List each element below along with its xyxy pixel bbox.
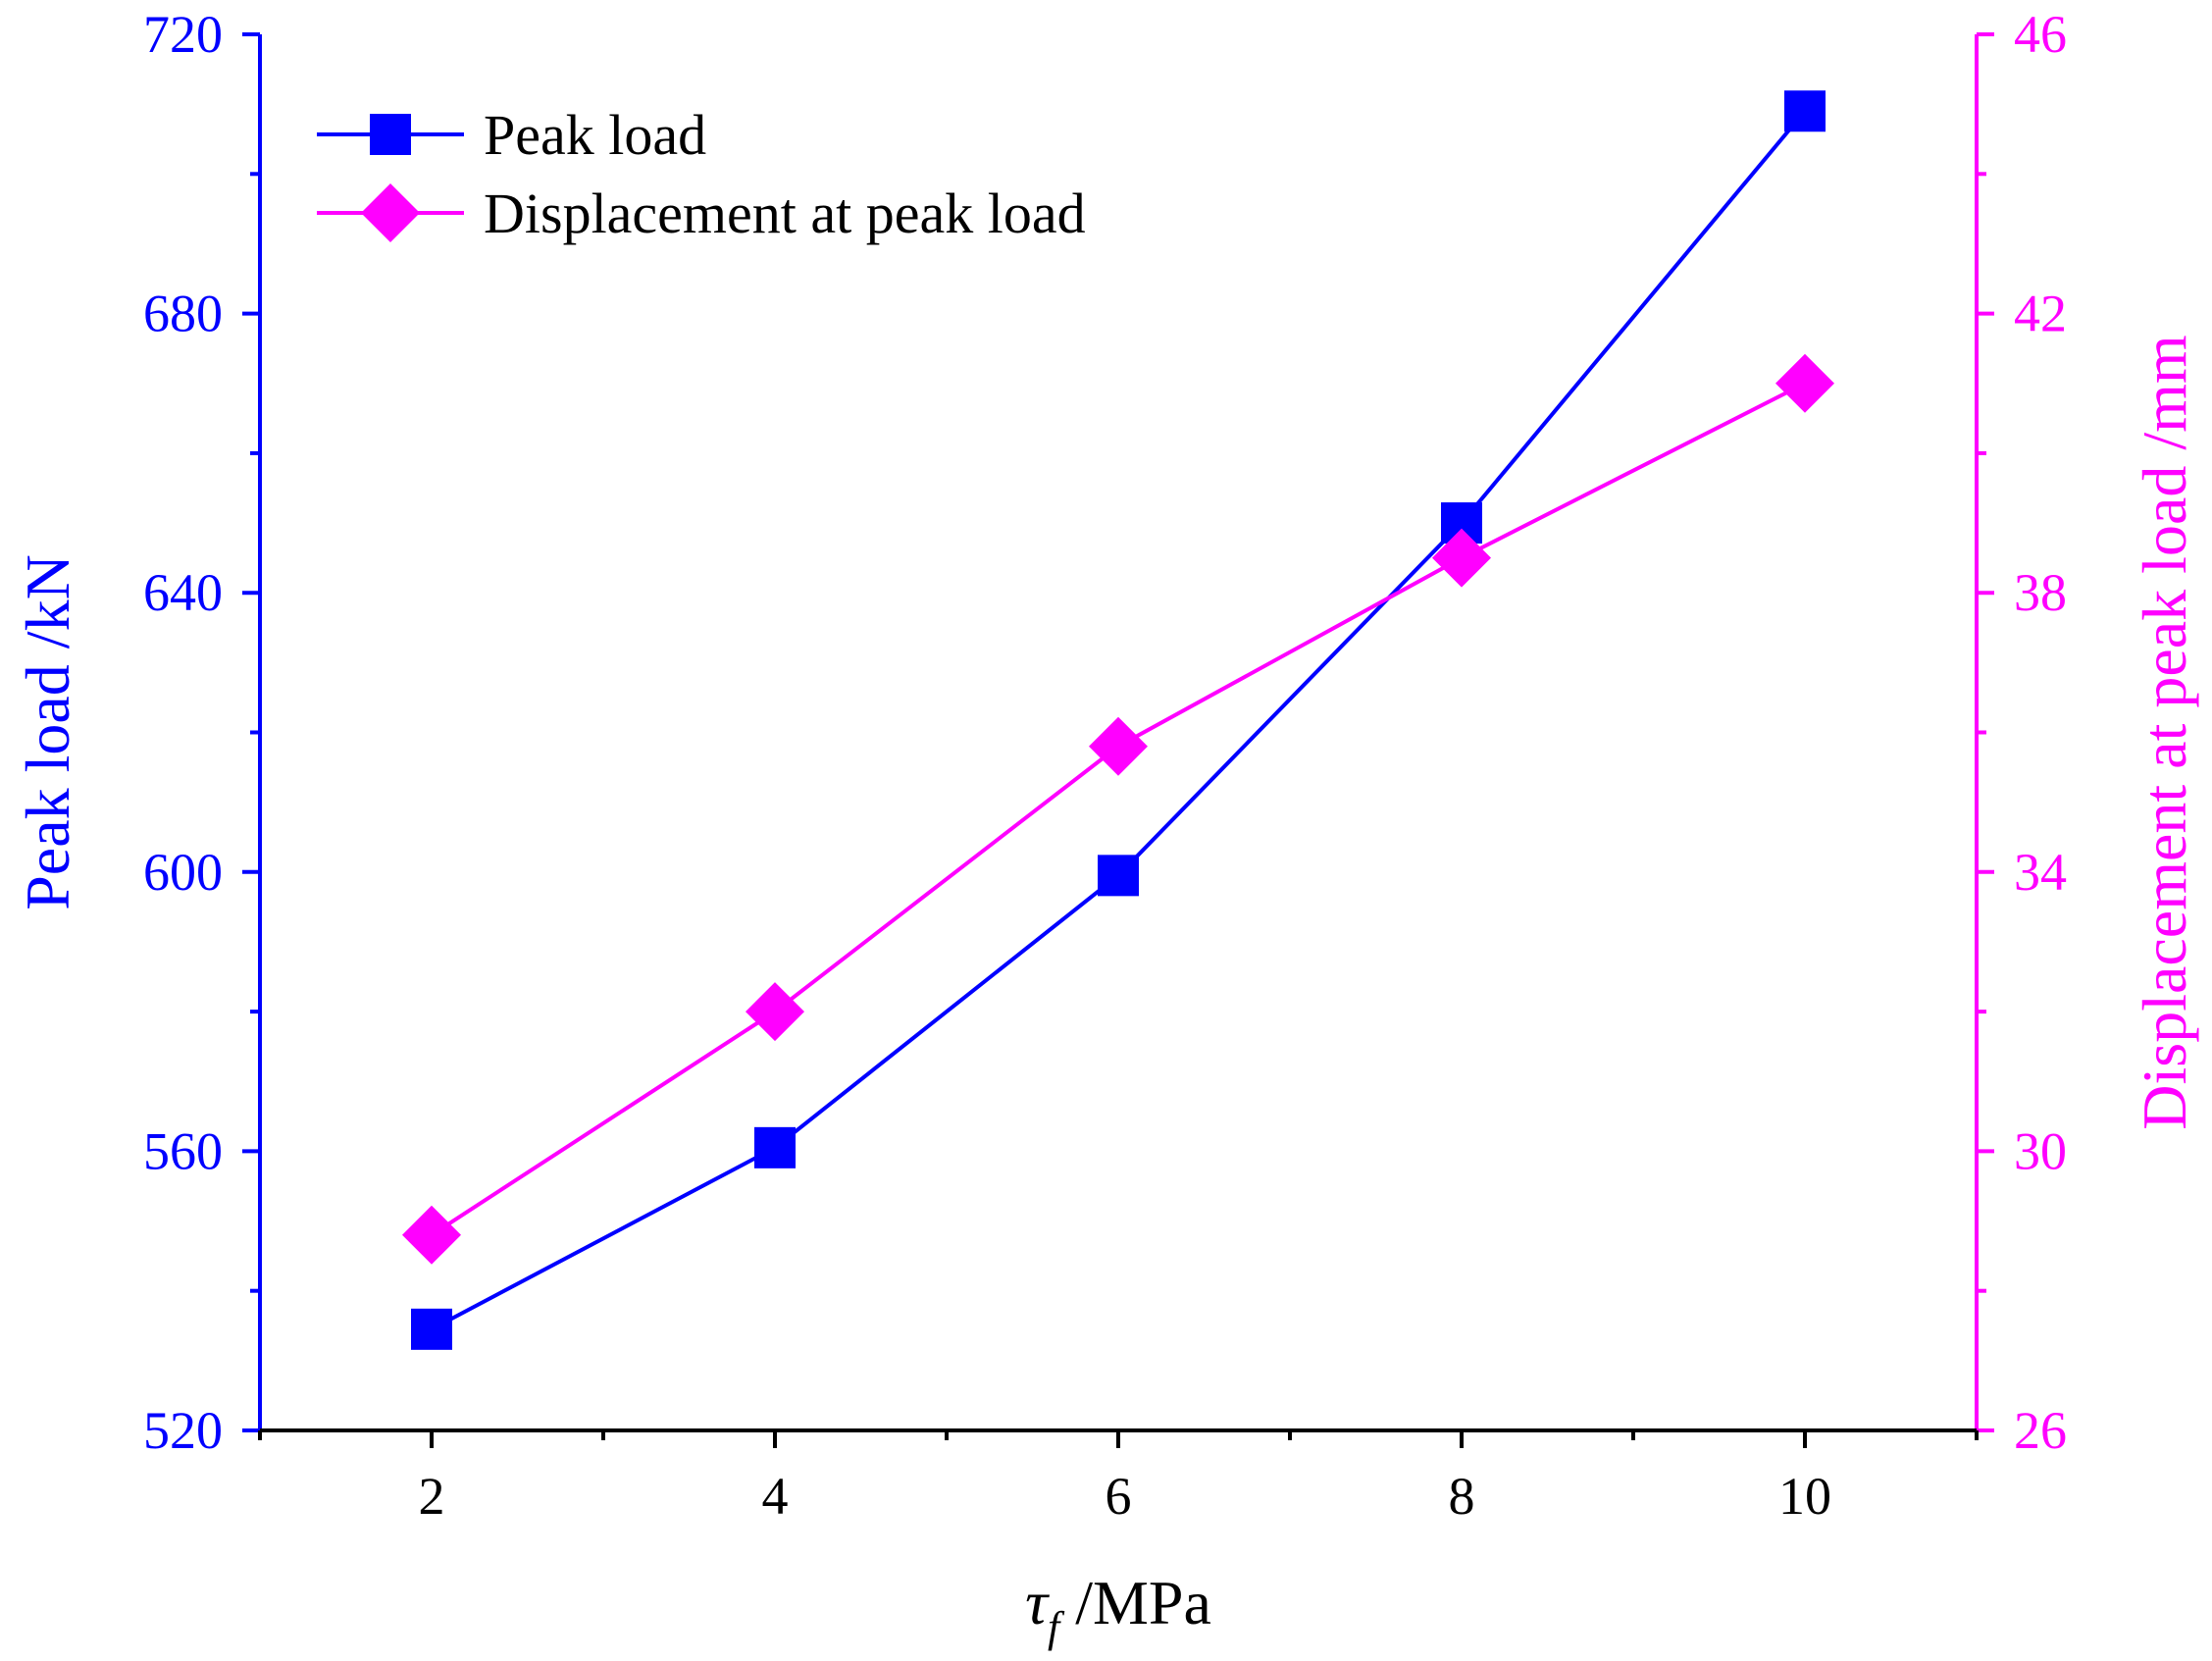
x-axis-title-symbol: τ [1025, 1568, 1050, 1637]
left-tick-label: 560 [143, 1121, 223, 1180]
right-axis-title: Displacement at peak load /mm [2130, 335, 2199, 1129]
left-tick-label: 520 [143, 1401, 223, 1460]
left-tick-label: 600 [143, 843, 223, 902]
x-tick-label: 2 [419, 1467, 445, 1526]
right-tick-label: 38 [2014, 563, 2067, 622]
series-line [430, 381, 1806, 1237]
data-point-diamond [1432, 528, 1491, 588]
series-displacement [402, 353, 1834, 1265]
x-axis-title: τf /MPa [1025, 1568, 1211, 1651]
left-tick-label: 640 [143, 563, 223, 622]
data-point-square [754, 1126, 796, 1168]
right-tick-label: 26 [2014, 1401, 2067, 1460]
series-layer [402, 90, 1834, 1350]
right-tick-label: 42 [2014, 285, 2067, 343]
legend-label: Displacement at peak load [484, 182, 1086, 245]
x-tick-label: 6 [1106, 1467, 1132, 1526]
x-tick-label: 8 [1449, 1467, 1475, 1526]
right-tick-label: 30 [2014, 1121, 2067, 1180]
x-axis-title-unit: /MPa [1059, 1568, 1211, 1637]
right-tick-label: 34 [2014, 843, 2067, 902]
x-tick-label: 10 [1778, 1467, 1831, 1526]
legend-label: Peak load [484, 103, 706, 167]
left-tick-label: 720 [143, 5, 223, 64]
x-tick-label: 4 [762, 1467, 789, 1526]
data-point-diamond [1775, 353, 1834, 413]
right-tick-label: 46 [2014, 5, 2067, 64]
data-point-square [1098, 855, 1139, 897]
legend-marker-diamond [361, 183, 420, 242]
data-point-square [1784, 90, 1826, 132]
data-point-diamond [402, 1205, 461, 1265]
data-point-square [411, 1308, 452, 1350]
left-tick-label: 680 [143, 285, 223, 343]
axis-titles: Peak load /kN Displacement at peak load /… [13, 335, 2199, 1651]
data-point-diamond [746, 982, 804, 1042]
legend: Peak load Displacement at peak load [317, 103, 1086, 245]
legend-marker-square [370, 114, 411, 155]
series-peak-load [411, 90, 1826, 1350]
data-point-diamond [1089, 716, 1148, 776]
left-axis-title: Peak load /kN [13, 554, 82, 910]
